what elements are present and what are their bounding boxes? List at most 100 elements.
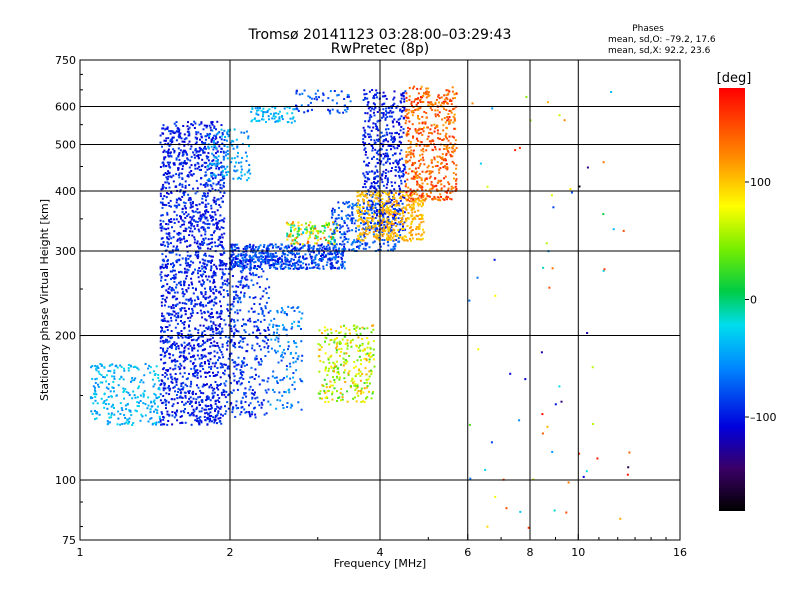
echo-point [190,339,193,342]
echo-point [286,263,289,266]
echo-point [372,231,375,233]
echo-point [152,385,155,388]
echo-point [190,413,193,416]
echo-point [191,216,194,219]
echo-point [364,153,367,156]
echo-point [298,325,301,328]
echo-point [307,263,310,266]
echo-point [163,227,166,230]
echo-point [125,421,128,424]
echo-point [327,258,330,261]
echo-point [171,130,174,133]
echo-point [171,343,174,345]
echo-point [375,182,378,185]
echo-point [381,222,383,224]
echo-point [255,373,257,376]
echo-point [181,388,184,391]
echo-point [219,416,222,419]
echo-point [168,145,171,147]
echo-point [159,340,162,343]
echo-point [184,149,187,152]
echo-point [239,296,242,299]
echo-point [340,210,343,213]
echo-point [243,256,246,259]
echo-point [371,207,374,210]
echo-point [174,373,177,375]
echo-point [180,316,183,319]
echo-point [213,201,216,204]
echo-point [279,247,282,250]
echo-point [386,205,389,208]
echo-point [292,306,295,309]
echo-point [127,367,130,370]
echo-point [368,118,371,121]
echo-point [405,208,408,211]
echo-point [196,240,199,243]
echo-point [404,165,407,168]
echo-point [176,238,179,241]
echo-point [337,267,340,270]
echo-point [220,244,223,247]
echo-point [110,416,113,419]
echo-point [428,131,430,134]
echo-point [365,194,368,197]
echo-point [387,234,390,237]
echo-point [181,165,184,168]
echo-point [377,248,380,251]
echo-point [201,279,204,282]
echo-point [161,315,164,317]
echo-point [372,217,375,220]
echo-point [161,297,164,300]
echo-point [377,153,380,156]
echo-point [397,237,400,240]
echo-point [341,233,344,236]
echo-point [387,197,390,200]
echo-point [190,123,193,126]
echo-point [271,246,274,249]
echo-point [224,283,227,286]
echo-point [186,377,189,380]
echo-point [205,319,208,322]
echo-point [339,243,341,246]
echo-point [204,233,207,236]
echo-point [204,203,207,206]
echo-point [326,223,328,226]
echo-point [192,124,194,127]
echo-point [187,134,190,137]
echo-point [142,392,145,395]
echo-point [169,130,172,133]
echo-point [418,164,421,167]
echo-point [137,387,140,390]
echo-point [284,260,287,263]
echo-point [236,300,239,303]
echo-point [448,122,451,125]
echo-point [192,261,195,264]
echo-point [201,226,204,228]
echo-point [213,199,216,202]
echo-point [224,369,226,372]
echo-point [210,299,213,302]
echo-point [440,157,442,159]
echo-point [386,178,389,181]
echo-point [367,204,370,207]
echo-point [179,395,182,398]
echo-point [384,229,387,232]
echo-point [262,259,265,262]
echo-point [162,151,165,154]
echo-point [200,312,203,315]
echo-point [233,245,236,248]
echo-point [176,245,179,248]
echo-point [209,280,211,283]
echo-point [164,181,167,184]
echo-point [430,161,433,164]
echo-point [204,362,206,365]
echo-point [207,352,210,355]
echo-point [206,183,209,186]
echo-point [422,147,425,150]
echo-point [298,266,301,269]
echo-point [188,325,190,328]
echo-point [252,244,255,247]
echo-point [258,252,261,255]
echo-point [246,278,249,281]
echo-point [267,350,270,353]
